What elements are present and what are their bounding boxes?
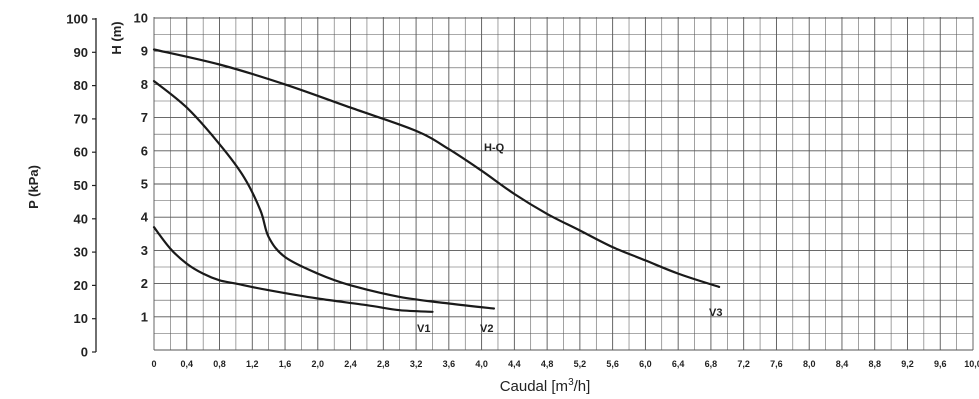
chart-curves <box>152 48 721 313</box>
h-tick-label: 6 <box>141 143 148 158</box>
x-tick-label: 1,6 <box>279 359 292 369</box>
p-tick-label: 100 <box>66 12 88 27</box>
x-tick-label: 2,4 <box>344 359 357 369</box>
h-tick-label: 1 <box>141 309 148 324</box>
series-label-v3: V3 <box>709 307 722 319</box>
h-tick-label: 8 <box>141 77 148 92</box>
series-line-hq <box>152 48 721 288</box>
x-tick-label: 8,4 <box>836 359 849 369</box>
h-tick-label: 7 <box>141 110 148 125</box>
x-tick-label: 10,0 <box>964 359 979 369</box>
x-tick-label: 9,2 <box>901 359 914 369</box>
x-tick-label: 8,8 <box>868 359 881 369</box>
x-tick-label: 9,6 <box>934 359 947 369</box>
p-tick-label: 30 <box>74 245 88 260</box>
h-tick-label: 10 <box>134 11 148 26</box>
series-label-hq: H-Q <box>484 142 505 154</box>
p-tick-label: 10 <box>74 311 88 326</box>
x-tick-label: 5,2 <box>574 359 587 369</box>
x-tick-label: 1,2 <box>246 359 259 369</box>
y-axis-right-title: H (m) <box>109 21 124 54</box>
y-axis-left-title: P (kPa) <box>26 165 41 209</box>
p-tick-label: 60 <box>74 145 88 160</box>
x-tick-label: 8,0 <box>803 359 816 369</box>
p-tick-label: 20 <box>74 278 88 293</box>
x-tick-label: 5,6 <box>606 359 619 369</box>
x-tick-label: 4,0 <box>475 359 488 369</box>
h-tick-label: 9 <box>141 44 148 59</box>
series-line-v2 <box>152 80 495 310</box>
h-tick-label: 5 <box>141 177 148 192</box>
p-tick-label: 90 <box>74 45 88 60</box>
x-tick-label: 0,4 <box>181 359 194 369</box>
h-tick-label: 4 <box>141 210 149 225</box>
p-tick-label: 80 <box>74 78 88 93</box>
x-axis-title: Caudal [m3/h] <box>500 377 591 395</box>
x-tick-label: 7,2 <box>737 359 750 369</box>
x-tick-label: 3,2 <box>410 359 423 369</box>
series-label-v2: V2 <box>480 323 493 335</box>
p-tick-label: 40 <box>74 211 88 226</box>
x-tick-label: 4,4 <box>508 359 521 369</box>
h-tick-label: 2 <box>141 276 148 291</box>
series-label-v1: V1 <box>417 323 430 335</box>
series-line-v1 <box>152 226 434 313</box>
x-tick-label: 3,6 <box>443 359 456 369</box>
x-tick-label: 7,6 <box>770 359 783 369</box>
x-tick-label: 0 <box>151 359 156 369</box>
x-tick-label: 4,8 <box>541 359 554 369</box>
x-tick-label: 6,4 <box>672 359 685 369</box>
x-tick-label: 0,8 <box>213 359 226 369</box>
p-tick-label: 70 <box>74 111 88 126</box>
p-tick-label: 0 <box>81 345 88 360</box>
x-tick-label: 6,8 <box>705 359 718 369</box>
x-tick-label: 6,0 <box>639 359 652 369</box>
p-tick-label: 50 <box>74 178 88 193</box>
x-tick-label: 2,8 <box>377 359 390 369</box>
x-tick-label: 2,0 <box>312 359 325 369</box>
h-tick-label: 3 <box>141 243 148 258</box>
